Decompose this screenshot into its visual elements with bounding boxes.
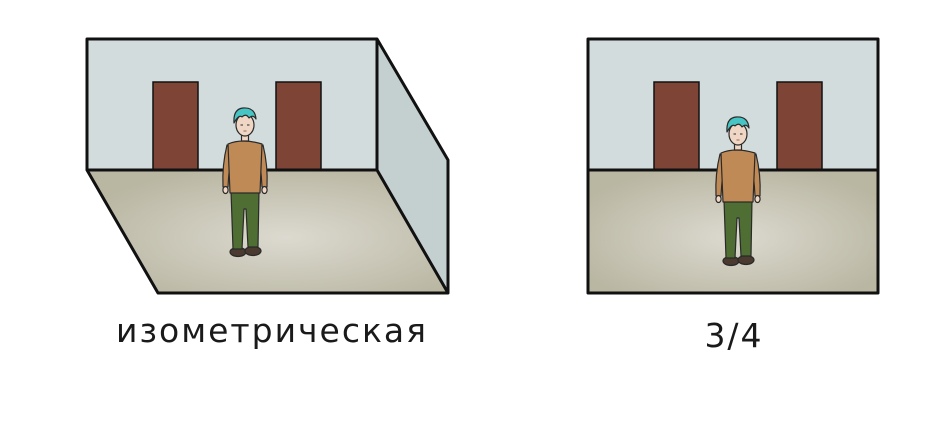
door-left: [653, 81, 700, 171]
isometric-caption: изометрическая: [116, 311, 428, 350]
door-right: [275, 81, 322, 171]
door-right: [776, 81, 823, 171]
three-quarter-room: [586, 37, 880, 295]
door-left: [152, 81, 199, 171]
back-wall: [588, 39, 878, 170]
three-quarter-caption: 3/4: [704, 316, 763, 355]
isometric-room: [85, 37, 450, 295]
floor: [87, 170, 448, 293]
side-wall: [377, 39, 448, 293]
